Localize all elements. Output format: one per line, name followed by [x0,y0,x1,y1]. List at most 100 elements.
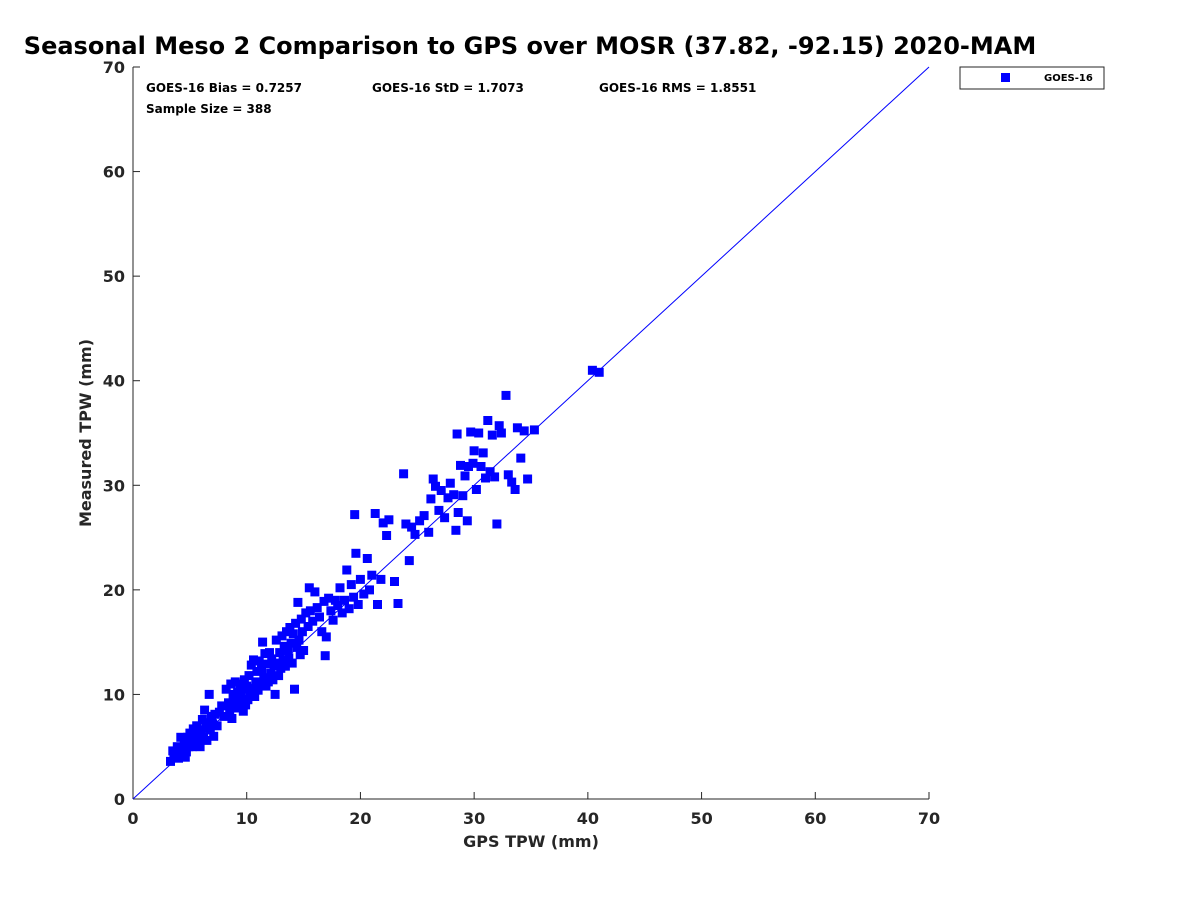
stat-sample-size: Sample Size = 388 [146,102,272,116]
data-point [263,677,273,687]
data-point [370,509,380,518]
data-point [286,638,296,648]
x-tick-label: 60 [804,809,826,828]
data-point [310,587,320,597]
y-tick-label: 50 [103,267,125,286]
data-point [512,423,522,433]
x-tick-label: 10 [236,809,258,828]
data-point [270,689,280,699]
data-point [469,446,479,456]
data-point [324,593,334,603]
data-point [367,570,377,580]
data-point [426,494,436,504]
x-tick-label: 20 [349,809,371,828]
data-point [424,527,434,537]
data-point [594,367,604,377]
data-point [523,474,533,484]
data-point [503,470,513,480]
chart-title: Seasonal Meso 2 Comparison to GPS over M… [24,32,1036,60]
data-point [428,474,438,484]
data-point [275,648,285,658]
data-point [293,597,303,607]
data-point [299,646,309,655]
data-point [244,671,254,681]
data-point [280,661,290,671]
y-tick-label: 60 [103,163,125,182]
data-point [353,600,363,609]
legend: GOES-16 [959,66,1105,90]
data-point [319,596,329,606]
data-point [225,706,235,716]
stat-rms: GOES-16 RMS = 1.8551 [599,81,756,95]
data-point [330,595,340,605]
y-tick-label: 0 [114,790,125,809]
data-point [209,731,219,741]
data-point [296,614,306,624]
data-point [176,732,186,742]
data-point [390,577,399,586]
data-point [303,622,313,631]
data-point [254,656,264,666]
data-point [230,677,240,687]
y-tick-label: 70 [103,58,125,77]
data-point [242,681,252,691]
data-point [243,695,253,705]
data-point [205,725,215,735]
data-point [362,554,372,563]
y-tick-label: 20 [103,581,125,600]
data-point [443,493,453,503]
data-point [359,589,369,599]
data-point [453,508,463,517]
data-point [485,467,495,477]
data-point [308,616,318,626]
data-point [494,421,504,431]
data-point [305,606,315,616]
data-point [284,653,294,663]
data-point [404,556,414,566]
data-point [253,685,263,695]
data-point [180,752,190,762]
legend-marker [1001,73,1010,82]
data-point [250,692,260,701]
data-point [355,574,365,584]
data-point [471,485,481,494]
data-point [292,642,302,652]
data-point [245,689,255,699]
data-point [335,583,345,593]
data-point [410,529,420,539]
data-point [415,516,425,526]
data-point [346,580,356,590]
data-point [382,531,392,540]
data-point [212,721,222,731]
data-point [278,655,288,665]
data-point [458,491,468,501]
data-point [251,677,261,687]
data-point [516,453,526,463]
data-point [519,426,529,436]
data-point [249,655,258,665]
data-point [239,675,249,685]
data-point [587,365,597,375]
data-point [227,714,237,723]
data-point [276,663,286,673]
data-point [197,715,207,724]
data-point [238,706,248,716]
data-point [196,725,206,735]
data-point [451,525,461,535]
data-point [496,428,506,438]
data-point [529,425,539,435]
data-point [337,608,347,618]
data-point [236,693,246,703]
data-point [344,604,354,614]
data-point [260,649,270,659]
data-point [440,513,450,523]
data-point [449,490,459,500]
data-point [501,390,511,400]
y-ticks: 0 10 20 30 40 50 60 70 [103,58,140,809]
data-point [229,695,239,705]
data-point [462,516,472,526]
data-point [271,635,281,645]
data-point [376,574,386,584]
data-points [166,365,604,766]
x-tick-label: 50 [690,809,712,828]
